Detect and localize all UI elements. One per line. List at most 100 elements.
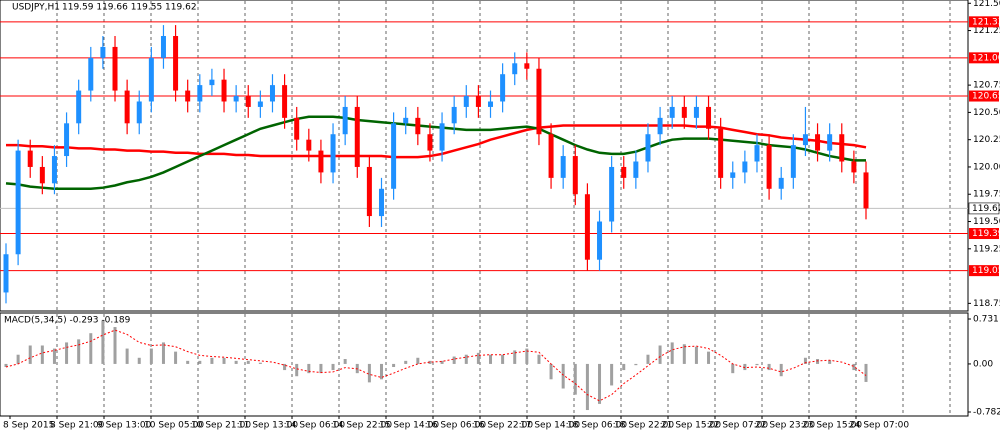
x-tick-label: 14 Sep 06:00 — [285, 421, 345, 431]
candle-body — [500, 74, 506, 102]
macd-bar — [864, 363, 868, 382]
x-tick-label: 18 Sep 22:00 — [614, 421, 674, 431]
candle-body — [185, 90, 191, 102]
candle-body — [257, 101, 263, 107]
y-tick-label: -0.782 — [973, 408, 1000, 418]
candle-body — [863, 172, 869, 209]
x-tick-label: 8 Sep 2015 — [3, 421, 54, 431]
macd-bar — [307, 363, 311, 374]
macd-bar — [416, 357, 420, 364]
macd-bar — [731, 363, 735, 374]
candle-body — [221, 79, 227, 102]
y-tick-label: 120.00 — [973, 162, 1000, 172]
candle-body — [524, 63, 530, 69]
candle-body — [572, 156, 578, 195]
macd-bar — [210, 357, 214, 364]
y-tick-label: 119.50 — [973, 217, 1000, 227]
candle-body — [706, 106, 712, 129]
level-label: 120.65 — [972, 92, 1000, 102]
macd-bar — [113, 327, 117, 364]
macd-bar — [331, 363, 335, 371]
macd-bar — [585, 363, 589, 411]
candle-body — [148, 57, 154, 102]
candle-body — [112, 46, 118, 91]
macd-bar — [501, 354, 505, 364]
candle-body — [269, 85, 275, 102]
macd-bar — [682, 344, 686, 364]
macd-bar — [852, 363, 856, 371]
x-tick-label: 21 Sep 15:00 — [661, 421, 721, 431]
macd-bar — [101, 320, 105, 364]
candle-body — [621, 166, 627, 178]
candle-body — [560, 156, 566, 178]
macd-bar — [198, 360, 202, 364]
macd-bar — [464, 354, 468, 364]
macd-bar — [161, 342, 165, 364]
candle-body — [342, 106, 348, 135]
level-label: 121.33 — [972, 17, 1000, 27]
ohlc-readout: 119.59 119.66 119.55 119.62 — [62, 3, 197, 13]
y-tick-label: 121.50 — [973, 0, 1000, 9]
candle-body — [548, 134, 554, 178]
macd-bar — [779, 363, 783, 377]
macd-bar — [174, 351, 178, 364]
macd-bar — [561, 363, 565, 389]
price-panel — [0, 0, 969, 312]
macd-bar — [404, 360, 408, 364]
candle-body — [439, 123, 445, 151]
macd-bar — [489, 354, 493, 364]
candle-body — [512, 63, 518, 75]
candle-body — [609, 166, 615, 222]
y-tick-label: 119.25 — [973, 244, 1000, 254]
candle-body — [427, 134, 433, 151]
candle-body — [802, 134, 808, 146]
x-tick-label: 15 Sep 14:00 — [379, 421, 439, 431]
candle-body — [584, 194, 590, 260]
candle-body — [693, 106, 699, 118]
macd-bar — [77, 339, 81, 364]
macd-bar — [258, 362, 262, 364]
candle-body — [827, 134, 833, 151]
level-label: 121.00 — [972, 53, 1000, 63]
y-tick-label: 119.75 — [973, 190, 1000, 200]
candle-body — [233, 96, 239, 102]
candle-body — [245, 96, 251, 107]
macd-bar — [452, 356, 456, 364]
macd-bar — [89, 333, 93, 364]
x-tick-label: 18 Sep 06:00 — [567, 421, 627, 431]
candle-body — [790, 145, 796, 178]
candle-body — [330, 134, 336, 173]
macd-bar — [125, 348, 129, 364]
macd-bar — [40, 345, 44, 364]
candle-body — [391, 123, 397, 189]
level-label-box — [969, 52, 999, 64]
macd-bar — [828, 360, 832, 364]
macd-bar — [343, 359, 347, 364]
level-label-box — [969, 16, 999, 28]
candle-body — [597, 221, 603, 260]
macd-bar — [646, 354, 650, 364]
macd-bar — [392, 363, 396, 368]
candle-body — [136, 101, 142, 124]
macd-bar — [537, 354, 541, 364]
candle-body — [354, 106, 360, 167]
macd-bar — [513, 350, 517, 364]
macd-bar — [610, 363, 614, 386]
macd-bar — [186, 360, 190, 364]
candle-body — [403, 117, 409, 124]
macd-bar — [379, 363, 383, 380]
x-tick-label: 9 Sep 13:00 — [97, 421, 152, 431]
level-label-box — [969, 265, 999, 277]
level-label-box — [969, 90, 999, 102]
candle-body — [160, 36, 166, 58]
macd-bar — [149, 348, 153, 364]
y-tick-label: 120.75 — [973, 81, 1000, 91]
macd-bar — [16, 354, 20, 364]
last-price-box — [968, 202, 1000, 215]
macd-bar — [634, 363, 638, 366]
x-tick-label: 8 Sep 21:00 — [50, 421, 105, 431]
candle-body — [669, 106, 675, 118]
candle-body — [100, 46, 106, 58]
candle-body — [173, 36, 179, 91]
